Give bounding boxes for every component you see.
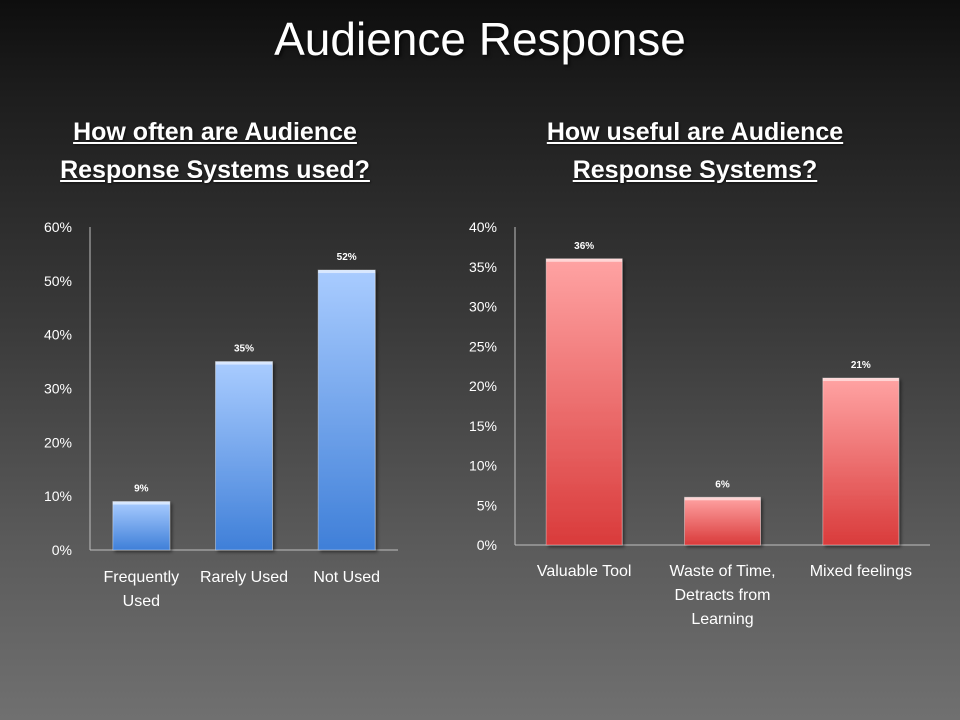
chart1-data-label: 35% xyxy=(234,344,254,355)
chart2-category-label: Detracts from xyxy=(674,587,770,604)
chart1-data-label: 9% xyxy=(134,484,149,495)
chart1-ytick-label: 30% xyxy=(44,381,72,397)
chart2-ytick-label: 0% xyxy=(477,537,497,553)
chart1-ytick-label: 0% xyxy=(52,542,72,558)
chart1-ytick-label: 40% xyxy=(44,327,72,343)
chart2-bar-highlight xyxy=(822,378,899,382)
chart2-category-label: Mixed feelings xyxy=(810,563,912,580)
chart1-bar-highlight xyxy=(215,361,273,365)
chart2-ytick-label: 35% xyxy=(469,259,497,275)
chart1-ytick-label: 10% xyxy=(44,488,72,504)
chart-title-usage: How often are Audience Response Systems … xyxy=(60,118,370,184)
chart2-category-label: Valuable Tool xyxy=(537,563,632,580)
chart1-bar xyxy=(215,361,273,551)
chart2-data-label: 21% xyxy=(851,360,871,371)
slide-title: Audience Response xyxy=(274,13,686,65)
chart2-ytick-label: 40% xyxy=(469,219,497,235)
chart1-data-label: 52% xyxy=(337,252,357,263)
chart1-bar-highlight xyxy=(112,501,170,505)
chart1-ytick-label: 50% xyxy=(44,273,72,289)
chart2-ytick-label: 20% xyxy=(469,378,497,394)
chart1-ytick-label: 60% xyxy=(44,219,72,235)
chart2-data-label: 36% xyxy=(574,241,594,252)
chart2-ytick-label: 30% xyxy=(469,299,497,315)
chart1-category-label: Not Used xyxy=(313,569,380,586)
chart1-bar xyxy=(317,269,376,551)
chart2-bar-highlight xyxy=(684,497,761,501)
chart2-category-label: Learning xyxy=(691,611,753,628)
chart1-bar xyxy=(112,501,171,551)
chart2-bar-highlight xyxy=(546,258,623,262)
chart2-bar xyxy=(822,377,900,546)
chart1-category-label: Rarely Used xyxy=(200,569,288,586)
chart1-category-label: Frequently xyxy=(104,569,180,586)
chart2-ytick-label: 10% xyxy=(469,458,497,474)
chart-title-usefulness: How useful are Audience Response Systems… xyxy=(546,118,844,184)
chart2-bar xyxy=(545,258,623,546)
chart2-ytick-label: 25% xyxy=(469,338,497,354)
chart2-bar xyxy=(684,496,761,546)
chart2-data-label: 6% xyxy=(715,479,730,490)
chart2-ytick-label: 15% xyxy=(469,418,497,434)
chart1-category-label: Used xyxy=(123,593,160,610)
chart1-bar-highlight xyxy=(318,270,376,274)
chart2-category-label: Waste of Time, xyxy=(669,563,775,580)
chart1-ytick-label: 20% xyxy=(44,434,72,450)
chart2-ytick-label: 5% xyxy=(477,497,497,513)
